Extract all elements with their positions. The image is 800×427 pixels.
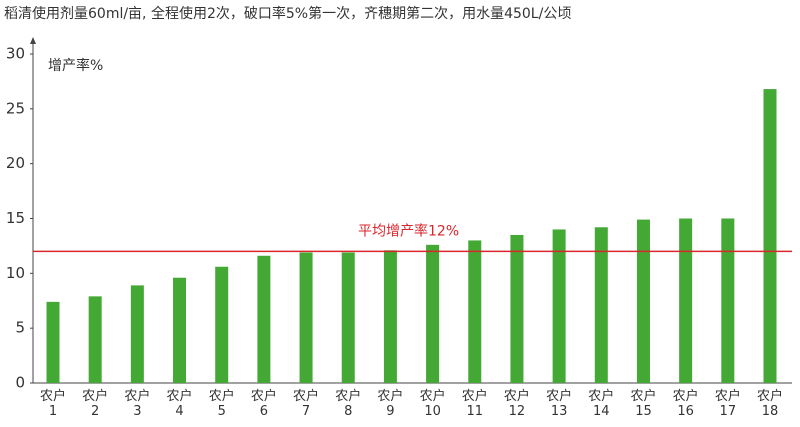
bar [46, 301, 60, 383]
y-axis-arrow [30, 37, 36, 44]
y-tick-label: 30 [6, 45, 25, 63]
y-axis-label: 增产率% [48, 57, 103, 74]
bar [88, 296, 102, 383]
x-tick-label: 农户 4 [167, 388, 193, 419]
bar [341, 252, 355, 383]
bar [426, 244, 440, 383]
bar [130, 285, 144, 383]
bar [594, 227, 608, 383]
x-tick-label: 农户 18 [757, 388, 783, 419]
x-tick-label: 农户 17 [715, 388, 741, 419]
bar [299, 252, 313, 383]
x-tick-label: 农户 1 [40, 388, 66, 419]
chart-title: 稻清使用剂量60ml/亩, 全程使用2次，破口率5%第一次，齐穗期第二次，用水量… [4, 5, 571, 22]
x-tick-label: 农户 16 [673, 388, 699, 419]
bar [257, 255, 271, 383]
x-tick-label: 农户 14 [588, 388, 614, 419]
bar [510, 234, 524, 383]
x-tick-label: 农户 9 [377, 388, 403, 419]
x-tick-label: 农户 6 [251, 388, 277, 419]
x-tick-label: 农户 15 [630, 388, 656, 419]
bar [468, 240, 482, 383]
x-tick-label: 农户 12 [504, 388, 530, 419]
y-tick-label: 5 [15, 319, 25, 337]
bar [721, 218, 735, 383]
bar [763, 89, 777, 384]
bar [552, 229, 566, 383]
y-tick-label: 0 [15, 374, 25, 392]
x-tick-label: 农户 5 [209, 388, 235, 419]
reference-label: 平均增产率12% [358, 222, 459, 239]
y-tick-label: 10 [6, 264, 25, 282]
x-tick-label: 农户 13 [546, 388, 572, 419]
y-tick-label: 25 [6, 99, 25, 117]
y-tick-label: 15 [6, 209, 25, 227]
x-tick-label: 农户 8 [335, 388, 361, 419]
x-tick-label: 农户 2 [82, 388, 108, 419]
bar [636, 219, 650, 383]
x-tick-label: 农户 7 [293, 388, 319, 419]
y-tick-label: 20 [6, 154, 25, 172]
x-tick-label: 农户 3 [124, 388, 150, 419]
bar [215, 266, 229, 383]
x-tick-label: 农户 10 [420, 388, 446, 419]
bar [679, 218, 693, 383]
bar [173, 277, 187, 383]
x-tick-label: 农户 11 [462, 388, 488, 419]
bar [383, 250, 397, 383]
